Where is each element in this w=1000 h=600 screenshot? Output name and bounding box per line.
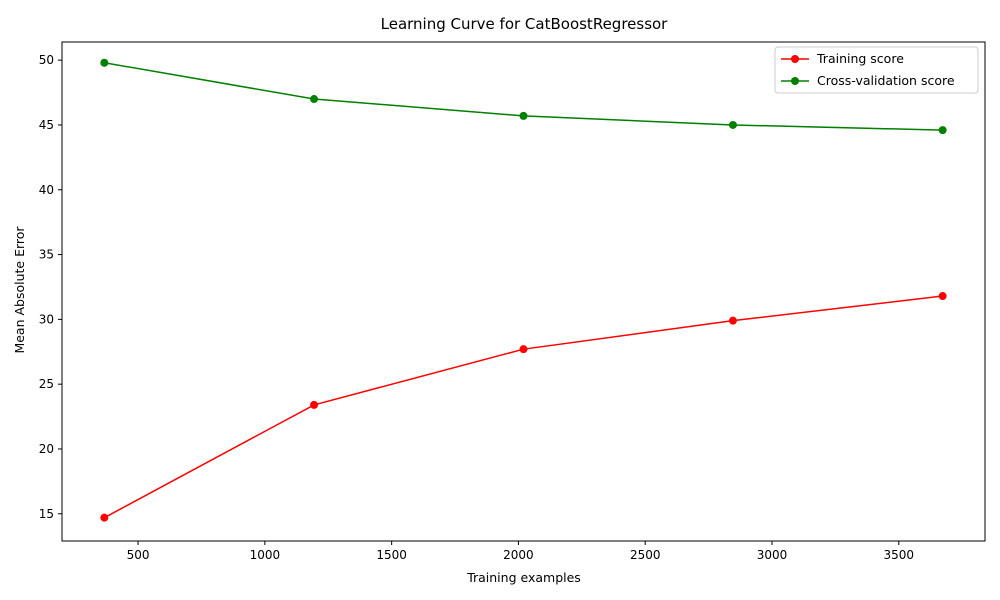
y-tick-label: 45 xyxy=(39,118,54,132)
legend-marker-1 xyxy=(791,77,799,85)
data-point-0-1 xyxy=(310,400,319,409)
y-tick-label: 40 xyxy=(39,183,54,197)
x-tick-label: 3000 xyxy=(757,548,788,562)
y-tick-label: 50 xyxy=(39,53,54,67)
data-point-0-0 xyxy=(100,513,109,522)
data-point-0-3 xyxy=(728,316,737,325)
y-tick-label: 30 xyxy=(39,312,54,326)
data-point-1-0 xyxy=(100,58,109,67)
data-point-0-4 xyxy=(938,292,947,301)
legend-label-0: Training score xyxy=(816,51,904,66)
x-tick-label: 1500 xyxy=(376,548,407,562)
series-line-0 xyxy=(103,295,943,519)
data-point-1-3 xyxy=(728,120,737,129)
y-tick-label: 15 xyxy=(39,507,54,521)
data-point-1-1 xyxy=(310,95,319,104)
data-point-1-4 xyxy=(938,126,947,135)
x-tick-label: 3500 xyxy=(884,548,915,562)
y-axis-label: Mean Absolute Error xyxy=(12,226,27,354)
y-tick-label: 25 xyxy=(39,377,54,391)
x-tick-label: 1000 xyxy=(250,548,281,562)
x-tick-label: 500 xyxy=(127,548,150,562)
legend: Training score Cross-validation score xyxy=(774,46,979,94)
legend-marker-0 xyxy=(791,55,799,63)
legend-box xyxy=(774,46,979,94)
legend-label-1: Cross-validation score xyxy=(817,73,955,88)
chart-title: Learning Curve for CatBoostRegressor xyxy=(381,15,669,33)
x-tick-label: 2000 xyxy=(503,548,534,562)
x-tick-label: 2500 xyxy=(630,548,661,562)
x-axis-label: Training examples xyxy=(466,570,581,585)
plot-frame xyxy=(61,41,986,542)
data-point-0-2 xyxy=(519,345,528,354)
y-tick-label: 20 xyxy=(39,442,54,456)
data-point-1-2 xyxy=(519,111,528,120)
plot-area: 500 1000 1500 2000 2500 3000 3500 15 20 25 30 35 40 4… xyxy=(39,41,986,562)
y-tick-label: 35 xyxy=(39,248,54,262)
